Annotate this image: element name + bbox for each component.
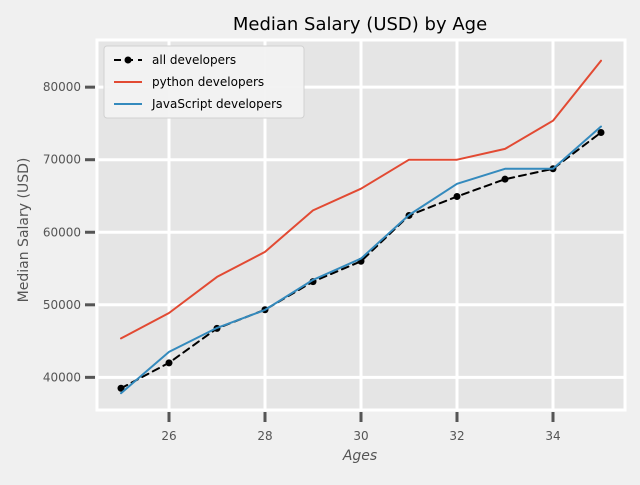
y-tick-label: 50000 bbox=[43, 298, 81, 312]
series-line-1 bbox=[120, 59, 602, 340]
y-tick-label: 80000 bbox=[43, 80, 81, 94]
series-line-0 bbox=[120, 131, 602, 390]
series-point-0 bbox=[501, 175, 509, 183]
series-point-0 bbox=[597, 128, 605, 136]
x-tick-label: 26 bbox=[161, 429, 176, 443]
plot-border bbox=[95, 38, 627, 412]
series-lines bbox=[117, 59, 605, 395]
legend-box bbox=[103, 45, 305, 119]
y-tick-label: 70000 bbox=[43, 153, 81, 167]
series-point-0 bbox=[117, 384, 125, 392]
series-point-0 bbox=[165, 359, 173, 367]
y-axis-label: Median Salary (USD) bbox=[16, 158, 32, 303]
legend: all developers python developers JavaScrip… bbox=[103, 45, 305, 119]
y-tick-label: 40000 bbox=[43, 370, 81, 384]
legend-label-1: python developers bbox=[152, 75, 264, 89]
x-tick-label: 34 bbox=[545, 429, 560, 443]
x-tick-label: 30 bbox=[353, 429, 368, 443]
legend-label-0: all developers bbox=[152, 53, 236, 67]
axis-ticks: 26 28 30 32 34 40000 50000 60000 70000 80000 bbox=[43, 80, 561, 443]
legend-label-2: JavaScript developers bbox=[151, 97, 282, 111]
x-tick-label: 28 bbox=[257, 429, 272, 443]
legend-marker-0 bbox=[124, 56, 132, 64]
grid bbox=[95, 38, 627, 412]
chart-title: Median Salary (USD) by Age bbox=[233, 14, 487, 35]
x-tick-label: 32 bbox=[449, 429, 464, 443]
x-axis-label: Ages bbox=[342, 448, 377, 464]
y-tick-label: 60000 bbox=[43, 225, 81, 239]
series-line-2 bbox=[120, 125, 602, 395]
series-point-0 bbox=[453, 193, 461, 201]
